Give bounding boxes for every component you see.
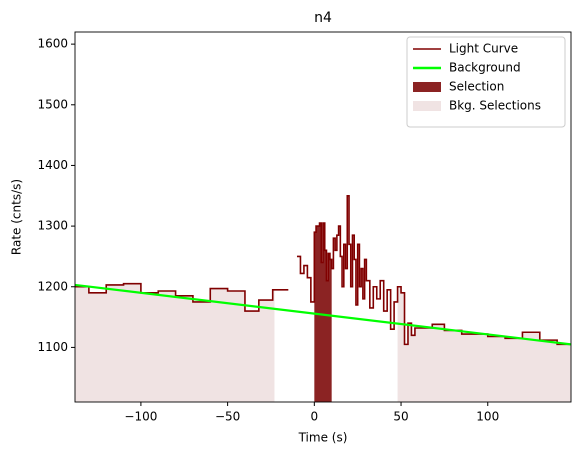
x-tick-label: 0 bbox=[311, 410, 319, 424]
legend-label: Background bbox=[449, 61, 521, 75]
y-tick-label: 1400 bbox=[37, 158, 68, 172]
legend-label: Bkg. Selections bbox=[449, 99, 541, 113]
legend-box bbox=[406, 36, 566, 128]
y-tick-label: 1200 bbox=[37, 279, 68, 293]
y-tick-label: 1600 bbox=[37, 37, 68, 51]
series-line bbox=[75, 194, 571, 346]
x-tick-label: −100 bbox=[124, 410, 157, 424]
plot bbox=[75, 194, 571, 402]
region bbox=[397, 286, 571, 402]
legend-swatch bbox=[413, 101, 441, 111]
chart-title: n4 bbox=[314, 10, 332, 26]
legend-label: Light Curve bbox=[449, 42, 518, 56]
x-tick-label: 100 bbox=[476, 410, 499, 424]
y-tick-label: 1500 bbox=[37, 97, 68, 111]
region bbox=[75, 283, 275, 402]
x-tick-label: −50 bbox=[215, 410, 240, 424]
series-line bbox=[75, 283, 571, 346]
legend-label: Selection bbox=[449, 80, 504, 94]
y-tick-label: 1300 bbox=[37, 219, 68, 233]
y-axis-label: Rate (cnts/s) bbox=[10, 179, 24, 255]
y-tick-label: 1100 bbox=[37, 340, 68, 354]
legend-swatch bbox=[413, 82, 441, 92]
region bbox=[314, 223, 332, 402]
x-axis-label: Time (s) bbox=[298, 431, 348, 445]
axes-frame bbox=[74, 31, 572, 403]
x-tick-label: 50 bbox=[393, 410, 408, 424]
